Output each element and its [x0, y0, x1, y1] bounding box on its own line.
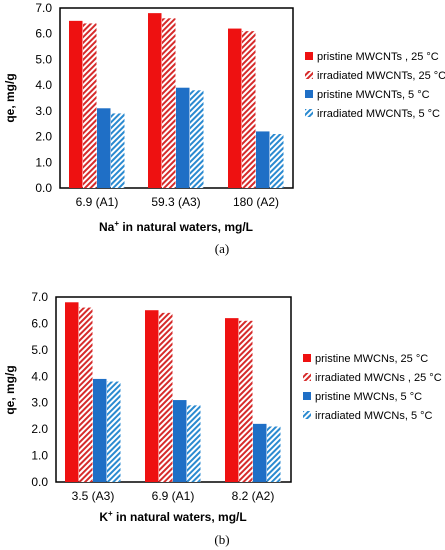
chart-b-legend-label: pristine MWCNs, 25 °C — [315, 353, 428, 365]
chart-b-y-tick-label: 4.0 — [31, 369, 48, 383]
chart-b-legend: pristine MWCNs, 25 °C irradiated MWCNs , … — [303, 353, 442, 422]
chart-a-y-tick-label: 6.0 — [35, 27, 52, 41]
chart-b-bar — [253, 423, 267, 482]
chart-a-y-tick-label: 2.0 — [35, 130, 52, 144]
chart-a-y-tick-label: 3.0 — [35, 104, 52, 118]
chart-a-y-tick-label: 7.0 — [35, 1, 52, 15]
chart-b-y-tick-label: 1.0 — [31, 449, 48, 463]
chart-b-y-tick-label: 5.0 — [31, 343, 48, 357]
chart-a-bar — [111, 113, 125, 188]
chart-a-x-axis-label: Na+ in natural waters, mg/L — [99, 219, 253, 234]
chart-b-bar — [107, 381, 121, 482]
chart-b-bar — [225, 318, 239, 482]
chart-a-bar — [242, 31, 256, 189]
chart-b-bar — [159, 312, 173, 482]
chart-a-bar — [176, 87, 190, 188]
chart-b-legend-label: irradiated MWCNs , 25 °C — [315, 372, 442, 384]
chart-a-x-ticks: 6.9 (A1) 59.3 (A3) 180 (A2) — [76, 195, 279, 209]
chart-b-bar — [65, 302, 79, 482]
chart-panel-b: 0.0 1.0 2.0 3.0 4.0 5.0 6.0 7.0 3.5 (A3) 6.9 (A1… — [3, 290, 442, 547]
chart-b-legend-label: irradiated MWCNs, 5 °C — [315, 410, 433, 422]
chart-a-bar — [97, 108, 111, 188]
chart-b-x-axis-label: K+ in natural waters, mg/L — [99, 509, 246, 524]
chart-a-legend: pristine MWCNTs , 25 °C irradiated MWCNTs… — [305, 51, 445, 120]
chart-a-legend-swatch — [305, 109, 313, 117]
chart-a-legend-label: irradiated MWCNTs, 25 °C — [317, 70, 445, 82]
chart-b-y-tick-label: 3.0 — [31, 396, 48, 410]
chart-a-marks — [69, 13, 284, 189]
chart-b-y-tick-label: 2.0 — [31, 422, 48, 436]
chart-b-legend-swatch — [303, 411, 311, 419]
chart-a-legend-swatch — [305, 71, 313, 79]
chart-a-x-tick-label: 180 (A2) — [233, 195, 279, 209]
chart-b-bar — [145, 310, 159, 482]
chart-b-legend-swatch — [303, 354, 311, 362]
chart-b-x-tick-label: 8.2 (A2) — [232, 489, 275, 503]
chart-a-bar — [83, 23, 97, 188]
chart-a-x-tick-label: 59.3 (A3) — [151, 195, 200, 209]
chart-a-bar — [69, 20, 83, 188]
chart-a-bar — [228, 28, 242, 189]
chart-b-x-ticks: 3.5 (A3) 6.9 (A1) 8.2 (A2) — [72, 489, 275, 503]
chart-a-bar — [256, 131, 270, 188]
chart-b-panel-label: (b) — [214, 532, 229, 547]
chart-b-bar — [187, 405, 201, 482]
chart-a-bar — [162, 18, 176, 188]
chart-a-x-tick-label: 6.9 (A1) — [76, 195, 119, 209]
chart-panel-a: 0.0 1.0 2.0 3.0 4.0 5.0 6.0 7.0 6.9 (A1) 59.3 (A… — [3, 1, 445, 256]
chart-b-x-tick-label: 6.9 (A1) — [152, 489, 195, 503]
chart-a-y-tick-label: 5.0 — [35, 52, 52, 66]
chart-b-bar — [267, 426, 281, 482]
chart-a-bar — [148, 13, 162, 189]
chart-a-legend-label: pristine MWCNTs, 5 °C — [317, 89, 430, 101]
chart-b-y-ticks: 0.0 1.0 2.0 3.0 4.0 5.0 6.0 7.0 — [31, 290, 48, 489]
chart-a-legend-swatch — [305, 52, 313, 60]
chart-b-bar — [93, 378, 107, 482]
chart-b-legend-swatch — [303, 392, 311, 400]
chart-a-y-axis-label: qe, mg/g — [3, 73, 17, 122]
chart-a-legend-swatch — [305, 90, 313, 98]
chart-b-x-tick-label: 3.5 (A3) — [72, 489, 115, 503]
chart-b-legend-label: pristine MWCNs, 5 °C — [315, 391, 422, 403]
chart-a-bar — [270, 134, 284, 188]
chart-a-legend-label: irradiated MWCNTs, 5 °C — [317, 108, 440, 120]
chart-a-y-tick-label: 1.0 — [35, 155, 52, 169]
chart-b-bar — [239, 320, 253, 482]
chart-a-y-tick-label: 0.0 — [35, 181, 52, 195]
chart-b-y-tick-label: 7.0 — [31, 290, 48, 304]
chart-a-panel-label: (a) — [215, 241, 229, 256]
chart-a-bar — [190, 90, 204, 188]
chart-b-legend-swatch — [303, 373, 311, 381]
chart-b-y-tick-label: 0.0 — [31, 475, 48, 489]
chart-b-bar — [79, 307, 93, 482]
chart-b-marks — [65, 302, 281, 482]
chart-a-legend-label: pristine MWCNTs , 25 °C — [317, 51, 439, 63]
chart-b-y-axis-label: qe, mg/g — [3, 365, 17, 414]
chart-a-y-ticks: 0.0 1.0 2.0 3.0 4.0 5.0 6.0 7.0 — [35, 1, 52, 195]
chart-b-y-tick-label: 6.0 — [31, 316, 48, 330]
chart-b-bar — [173, 400, 187, 482]
chart-a-y-tick-label: 4.0 — [35, 78, 52, 92]
